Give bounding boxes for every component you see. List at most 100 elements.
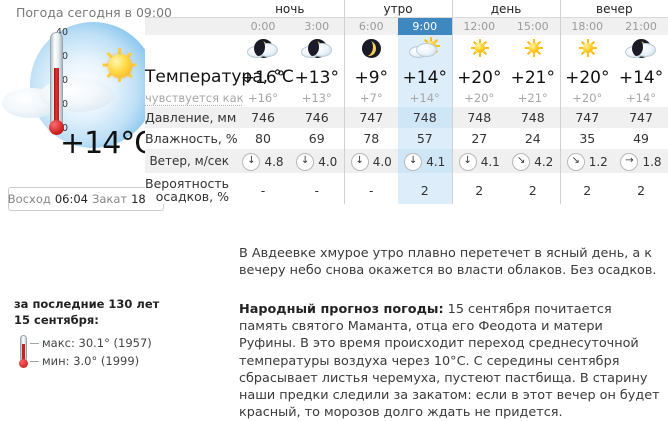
wind-speed-value: 1.2 — [588, 154, 608, 169]
sunny-icon — [559, 35, 615, 66]
pressure-cell-6: 747 — [559, 107, 615, 128]
partly-cloudy-sun-icon — [398, 35, 453, 66]
wind-cell-1: ↓ 4.0 — [290, 149, 345, 173]
empty-cell — [145, 17, 236, 35]
precipitation-cell-5: 2 — [506, 173, 561, 204]
feels-like-cell-6: +20° — [559, 89, 615, 107]
time-header-row: 0:00 3:00 6:00 9:00 12:00 15:00 18:00 21… — [145, 17, 668, 35]
history-date-label: 15 сентября: — [14, 313, 99, 327]
wind-cell-6: ↘ 1.2 — [559, 149, 615, 173]
wind-direction-arrow-icon: ↓ — [350, 152, 369, 171]
day-part-morning: утро — [343, 0, 453, 18]
sunrise-label: Восход — [7, 192, 51, 206]
humidity-cell-4: 27 — [451, 128, 507, 149]
day-part-evening: вечер — [559, 0, 668, 18]
historical-records-block: за последние 130 лет 15 сентября: макс: … — [14, 296, 229, 370]
wind-direction-arrow-icon: ↘ — [566, 152, 585, 171]
feels-like-cell-0: +16° — [236, 89, 290, 107]
history-period-label: за последние 130 лет — [14, 297, 160, 311]
sunny-icon — [451, 35, 507, 66]
time-cell-5[interactable]: 15:00 — [506, 17, 561, 35]
wind-cell-5: ↘ 4.2 — [506, 149, 561, 173]
forecast-description: В Авдеевке хмурое утро плавно перетечет … — [239, 246, 657, 278]
empty-corner — [145, 0, 236, 18]
page-title: Погода сегодня в 09:00 — [16, 5, 172, 20]
day-part-day: день — [451, 0, 561, 18]
pressure-cell-4: 748 — [451, 107, 507, 128]
pressure-cell-1: 746 — [290, 107, 345, 128]
wind-speed-value: 1.8 — [642, 154, 662, 169]
hourly-forecast-table: ночь утро день вечер 0:00 3:00 6:00 9:00… — [145, 0, 668, 204]
sun-icon — [102, 48, 137, 82]
wind-cell-2: ↓ 4.0 — [343, 149, 399, 173]
thermometer-icon: 40 20 0 -20 -40 — [36, 27, 78, 144]
history-min-value: мин: 3.0° (1999) — [30, 352, 229, 370]
time-cell-4[interactable]: 12:00 — [451, 17, 507, 35]
time-cell-2[interactable]: 6:00 — [343, 17, 399, 35]
feels-like-cell-5: +21° — [506, 89, 561, 107]
thermometer-icon — [16, 335, 30, 371]
sunset-label: Закат — [91, 192, 128, 206]
wind-direction-arrow-icon: ↓ — [404, 152, 423, 171]
humidity-cell-6: 35 — [559, 128, 615, 149]
sunny-icon — [506, 35, 561, 66]
pressure-cell-2: 747 — [343, 107, 399, 128]
temperature-cell-4: +20° — [451, 66, 507, 89]
wind-cell-4: ↓ 4.1 — [451, 149, 507, 173]
temperature-cell-1: +13° — [290, 66, 345, 89]
folk-forecast-text: 15 сентября почитается память святого Ма… — [239, 302, 660, 421]
time-cell-6[interactable]: 18:00 — [559, 17, 615, 35]
row-label-feels-like: чувствуется как — [145, 89, 244, 107]
day-part-night: ночь — [236, 0, 345, 18]
wind-speed-value: 4.1 — [480, 154, 500, 169]
row-label-temperature: Температура, °C — [145, 66, 294, 89]
folk-forecast-title: Народный прогноз погоды: — [239, 302, 444, 317]
wind-row: Ветер, м/сек ↓ 4.8 ↓ 4.0 ↓ 4.0 ↓ 4.1 ↓ 4… — [145, 149, 668, 173]
thermometer-tick: 40 — [55, 27, 68, 38]
precipitation-cell-6: 2 — [559, 173, 615, 204]
precipitation-cell-2: - — [343, 173, 399, 204]
row-label-humidity: Влажность, % — [145, 128, 238, 149]
row-label-precipitation: Вероятность осадков, % — [145, 173, 236, 204]
row-label-wind: Ветер, м/сек — [145, 149, 236, 173]
wind-speed-value: 4.0 — [372, 154, 392, 169]
folk-forecast-block: Народный прогноз погоды: 15 сентября поч… — [239, 301, 663, 421]
pressure-cell-7: 747 — [614, 107, 668, 128]
precipitation-cell-1: - — [290, 173, 345, 204]
day-part-header-row: ночь утро день вечер — [145, 0, 668, 18]
precipitation-cell-3: 2 — [398, 173, 453, 204]
pressure-cell-0: 746 — [236, 107, 290, 128]
temperature-cell-6: +20° — [559, 66, 615, 89]
wind-speed-value: 4.1 — [426, 154, 446, 169]
left-panel: Погода сегодня в 09:00 40 20 0 -20 -40 +… — [0, 0, 235, 419]
time-cell-0[interactable]: 0:00 — [236, 17, 290, 35]
humidity-cell-0: 80 — [236, 128, 290, 149]
sunrise-sunset-box: Восход 06:04 Закат 18:43 — [8, 187, 164, 211]
wind-direction-arrow-icon: ↘ — [512, 152, 531, 171]
wind-speed-value: 4.2 — [534, 154, 554, 169]
time-cell-7[interactable]: 21:00 — [614, 17, 668, 35]
wind-direction-arrow-icon: ↓ — [296, 152, 315, 171]
wind-speed-value: 4.8 — [264, 154, 284, 169]
cloudy-night-icon — [614, 35, 668, 66]
wind-cell-3: ↓ 4.1 — [398, 149, 453, 173]
time-cell-1[interactable]: 3:00 — [290, 17, 345, 35]
temperature-cell-0: +16° — [236, 66, 290, 89]
wind-direction-arrow-icon: ↓ — [242, 152, 261, 171]
feels-like-cell-4: +20° — [451, 89, 507, 107]
feels-like-cell-2: +7° — [343, 89, 399, 107]
humidity-cell-5: 24 — [506, 128, 561, 149]
humidity-cell-2: 78 — [343, 128, 399, 149]
wind-cell-7: → 1.8 — [614, 149, 668, 173]
feels-like-cell-7: +14° — [614, 89, 668, 107]
row-label-precipitation-line2: осадков, % — [155, 189, 229, 204]
time-cell-3-selected[interactable]: 9:00 — [398, 17, 453, 35]
row-label-pressure: Давление, мм — [145, 107, 236, 128]
sunrise-value: 06:04 — [54, 192, 88, 206]
precipitation-cell-0: - — [236, 173, 290, 204]
empty-cell — [145, 35, 236, 66]
weather-icon-row — [145, 35, 668, 66]
feels-like-cell-1: +13° — [290, 89, 345, 107]
current-temperature: +14°C — [60, 126, 155, 161]
history-max-value: макс: 30.1° (1957) — [30, 334, 229, 352]
